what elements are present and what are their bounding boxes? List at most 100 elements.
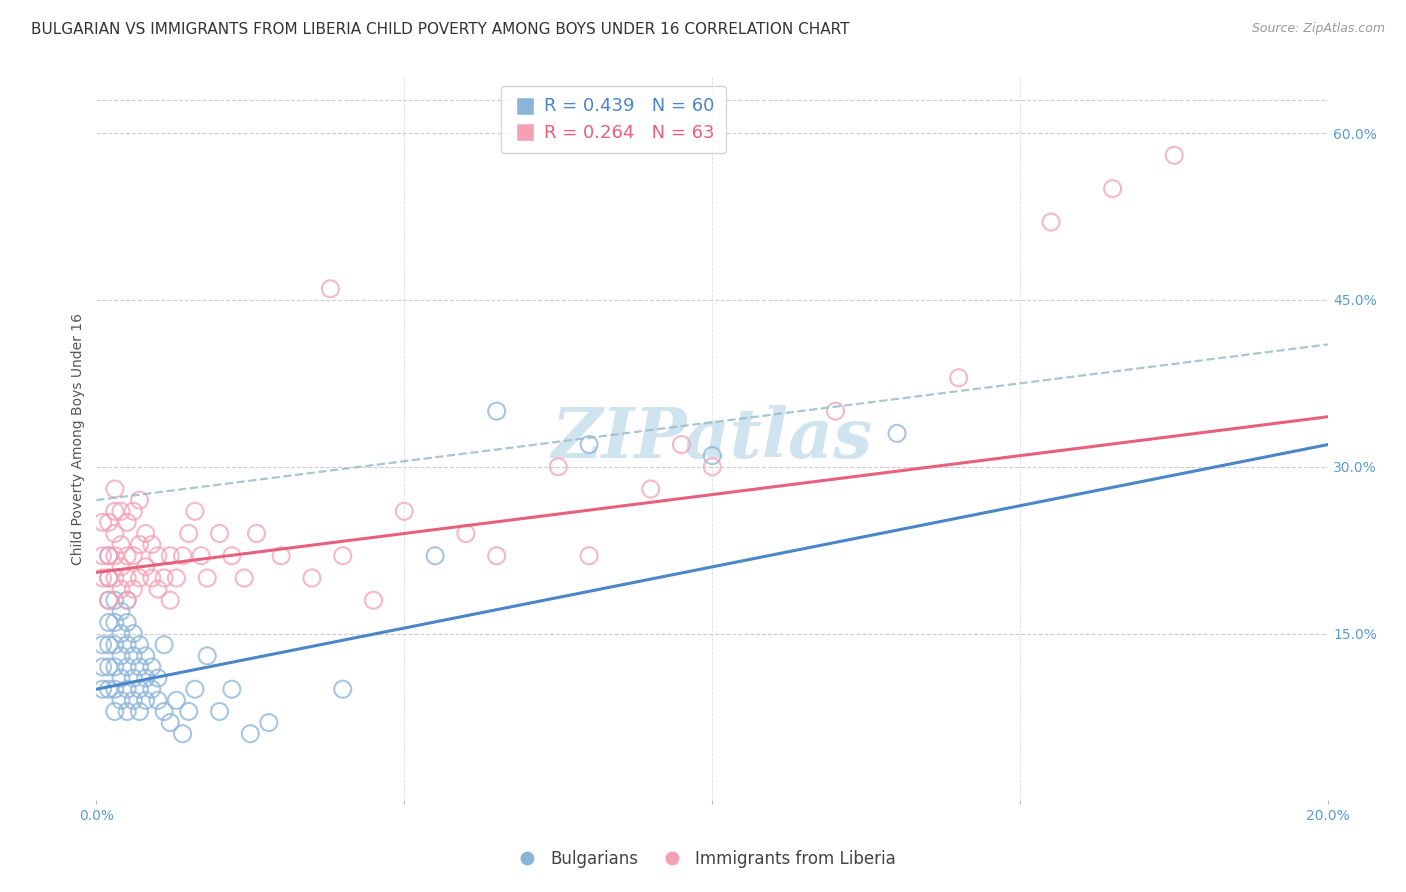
Point — [702, 449, 724, 463]
Point — [110, 648, 132, 663]
Point — [110, 671, 132, 685]
Point — [159, 549, 181, 563]
Point — [485, 404, 508, 418]
Point — [239, 727, 262, 741]
Legend: Bulgarians, Immigrants from Liberia: Bulgarians, Immigrants from Liberia — [503, 844, 903, 875]
Point — [97, 549, 120, 563]
Point — [165, 693, 187, 707]
Point — [159, 593, 181, 607]
Point — [141, 660, 163, 674]
Legend: R = 0.439   N = 60, R = 0.264   N = 63: R = 0.439 N = 60, R = 0.264 N = 63 — [501, 86, 727, 153]
Point — [184, 504, 207, 518]
Point — [104, 660, 127, 674]
Point — [135, 671, 157, 685]
Text: BULGARIAN VS IMMIGRANTS FROM LIBERIA CHILD POVERTY AMONG BOYS UNDER 16 CORRELATI: BULGARIAN VS IMMIGRANTS FROM LIBERIA CHI… — [31, 22, 849, 37]
Point — [110, 582, 132, 596]
Point — [97, 516, 120, 530]
Point — [97, 593, 120, 607]
Point — [91, 516, 114, 530]
Point — [547, 459, 569, 474]
Point — [115, 549, 138, 563]
Point — [104, 615, 127, 630]
Point — [454, 526, 477, 541]
Point — [97, 682, 120, 697]
Point — [172, 549, 194, 563]
Point — [146, 549, 169, 563]
Point — [91, 549, 114, 563]
Point — [110, 693, 132, 707]
Point — [184, 682, 207, 697]
Point — [104, 549, 127, 563]
Point — [177, 705, 200, 719]
Point — [146, 671, 169, 685]
Point — [1101, 182, 1123, 196]
Point — [115, 638, 138, 652]
Point — [91, 638, 114, 652]
Point — [208, 705, 231, 719]
Point — [97, 549, 120, 563]
Point — [141, 571, 163, 585]
Point — [363, 593, 385, 607]
Point — [110, 538, 132, 552]
Point — [190, 549, 212, 563]
Point — [301, 571, 323, 585]
Point — [485, 549, 508, 563]
Point — [104, 482, 127, 496]
Point — [578, 549, 600, 563]
Point — [122, 504, 145, 518]
Point — [208, 526, 231, 541]
Point — [423, 549, 446, 563]
Point — [104, 593, 127, 607]
Point — [122, 671, 145, 685]
Point — [1040, 215, 1063, 229]
Point — [115, 660, 138, 674]
Point — [172, 727, 194, 741]
Point — [91, 571, 114, 585]
Point — [104, 571, 127, 585]
Point — [97, 638, 120, 652]
Point — [122, 582, 145, 596]
Point — [91, 682, 114, 697]
Point — [122, 693, 145, 707]
Point — [153, 571, 176, 585]
Point — [135, 559, 157, 574]
Point — [195, 571, 218, 585]
Point — [122, 549, 145, 563]
Point — [195, 648, 218, 663]
Point — [104, 526, 127, 541]
Point — [640, 482, 662, 496]
Point — [104, 504, 127, 518]
Point — [948, 371, 970, 385]
Point — [1163, 148, 1185, 162]
Point — [91, 660, 114, 674]
Point — [115, 705, 138, 719]
Point — [141, 682, 163, 697]
Point — [332, 682, 354, 697]
Point — [135, 693, 157, 707]
Point — [110, 559, 132, 574]
Text: ZIPatlas: ZIPatlas — [551, 405, 873, 473]
Point — [824, 404, 846, 418]
Point — [128, 538, 150, 552]
Point — [104, 705, 127, 719]
Point — [122, 626, 145, 640]
Point — [886, 426, 908, 441]
Point — [245, 526, 267, 541]
Point — [110, 626, 132, 640]
Point — [115, 516, 138, 530]
Point — [257, 715, 280, 730]
Point — [141, 538, 163, 552]
Point — [146, 693, 169, 707]
Point — [97, 615, 120, 630]
Point — [115, 615, 138, 630]
Point — [135, 648, 157, 663]
Point — [97, 660, 120, 674]
Point — [671, 437, 693, 451]
Point — [153, 705, 176, 719]
Point — [702, 459, 724, 474]
Point — [115, 593, 138, 607]
Point — [159, 715, 181, 730]
Point — [122, 648, 145, 663]
Point — [128, 638, 150, 652]
Point — [128, 660, 150, 674]
